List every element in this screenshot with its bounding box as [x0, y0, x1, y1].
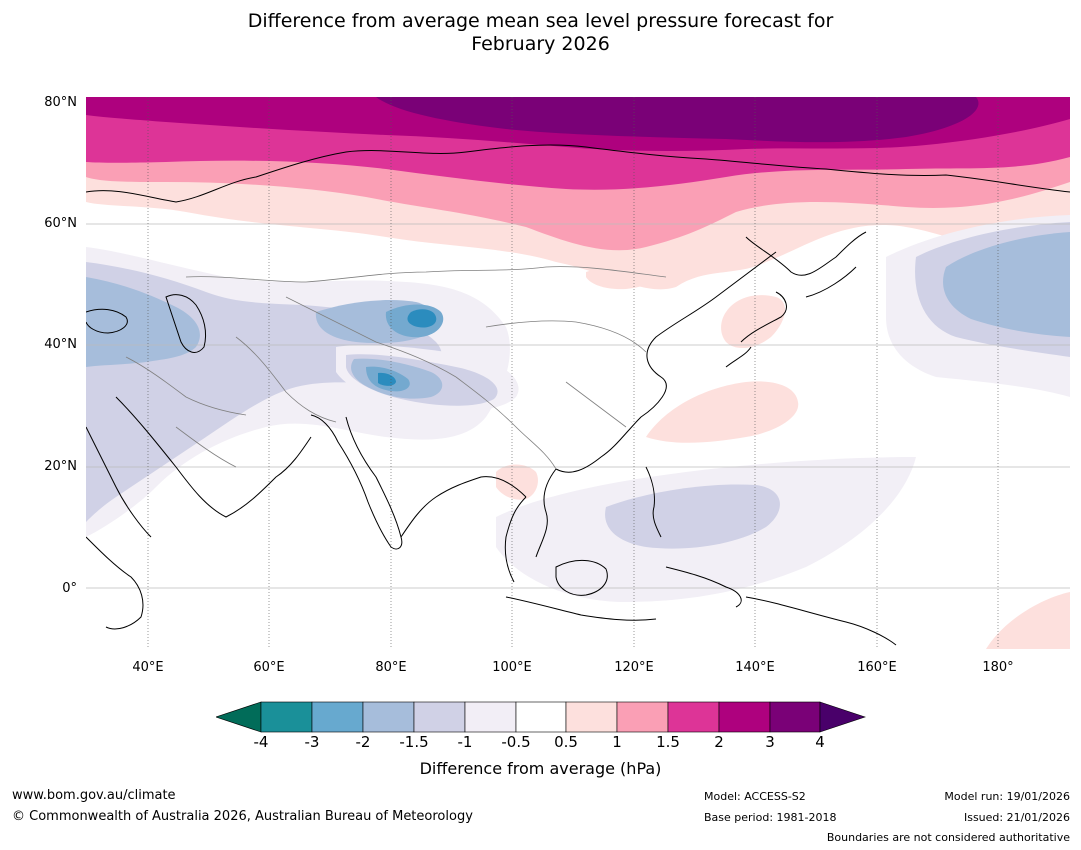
colorbar-tick: -1 — [457, 733, 473, 751]
colorbar-tick: -0.5 — [501, 733, 531, 751]
colorbar-segments — [260, 701, 821, 733]
anomaly-pos-05-japan — [721, 295, 786, 349]
colorbar-tick: -1.5 — [399, 733, 429, 751]
colorbar-seg-9 — [667, 701, 720, 733]
model-run-text: Model run: 19/01/2026 — [944, 790, 1070, 803]
colorbar-under-triangle — [216, 701, 262, 733]
meridians — [147, 97, 999, 649]
colorbar-seg-5 — [464, 701, 517, 733]
anomaly-neg-15-pacific — [943, 232, 1070, 337]
colorbar-seg-2 — [311, 701, 364, 733]
map-title: Difference from average mean sea level p… — [0, 10, 1081, 56]
colorbar-tick: 1 — [612, 733, 622, 751]
lon-label-180: 180° — [982, 660, 1014, 675]
colorbar-tick: -4 — [253, 733, 269, 751]
colorbar-tick: -3 — [304, 733, 320, 751]
colorbar-label: Difference from average (hPa) — [419, 759, 662, 778]
colorbar-seg-11 — [769, 701, 821, 733]
lat-label-60n: 60°N — [44, 216, 77, 231]
colorbar-seg-4 — [413, 701, 466, 733]
colorbar-seg-7 — [565, 701, 618, 733]
colorbar-seg-8 — [616, 701, 669, 733]
model-text: Model: ACCESS-S2 — [704, 790, 806, 803]
anomaly-neg-1-tropics — [605, 484, 780, 549]
colorbar-seg-3 — [362, 701, 415, 733]
base-period-text: Base period: 1981-2018 — [704, 811, 837, 824]
anomaly-pos-3 — [376, 97, 979, 143]
lat-label-0: 0° — [62, 581, 77, 596]
lon-label-40e: 40°E — [132, 660, 164, 675]
colorbar-over-triangle — [819, 701, 866, 733]
map-canvas — [86, 97, 1070, 649]
lon-label-140e: 140°E — [735, 660, 775, 675]
colorbar-tick: -2 — [355, 733, 371, 751]
anomaly-neg-3-tibet — [378, 372, 396, 386]
lon-label-100e: 100°E — [492, 660, 532, 675]
colorbar-tick: 2 — [714, 733, 724, 751]
anomaly-pos-05-se — [986, 592, 1070, 649]
lon-label-120e: 120°E — [614, 660, 654, 675]
country-borders — [125, 266, 667, 470]
website-link[interactable]: www.bom.gov.au/climate — [12, 788, 176, 803]
boundaries-disclaimer: Boundaries are not considered authoritat… — [826, 831, 1070, 844]
graticule — [86, 223, 1070, 589]
colorbar-seg-1 — [260, 701, 313, 733]
title-line-2: February 2026 — [471, 33, 610, 55]
anomaly-neg-3-west — [407, 309, 437, 328]
lat-label-40n: 40°N — [44, 337, 77, 352]
colorbar-tick: 1.5 — [656, 733, 680, 751]
colorbar — [216, 701, 866, 733]
colorbar-tick: 4 — [815, 733, 825, 751]
colorbar-seg-6 — [515, 701, 567, 733]
anomaly-pos-05-ne-asia — [586, 265, 662, 290]
lon-label-160e: 160°E — [857, 660, 897, 675]
pressure-anomaly-map — [86, 97, 1070, 649]
issued-text: Issued: 21/01/2026 — [963, 811, 1070, 824]
colorbar-seg-10 — [718, 701, 771, 733]
anomaly-pos-05-indochina — [496, 464, 538, 500]
colorbar-tick: 3 — [765, 733, 775, 751]
lon-label-80e: 80°E — [375, 660, 407, 675]
title-line-1: Difference from average mean sea level p… — [247, 10, 834, 32]
lat-label-20n: 20°N — [44, 459, 77, 474]
coastlines — [86, 144, 1070, 646]
copyright-text: © Commonwealth of Australia 2026, Austra… — [12, 809, 473, 824]
colorbar-tick: 0.5 — [554, 733, 578, 751]
lat-label-80n: 80°N — [44, 95, 77, 110]
anomaly-neg-15-west — [86, 277, 200, 367]
lon-label-60e: 60°E — [253, 660, 285, 675]
anomaly-pos-05-pacific — [646, 381, 799, 443]
